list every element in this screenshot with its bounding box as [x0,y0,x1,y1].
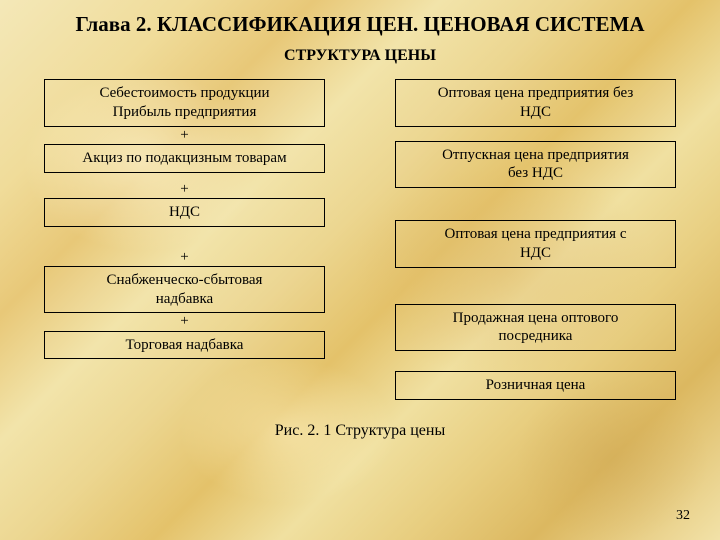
right-box-4-line1: Продажная цена оптового [402,309,669,328]
page-number: 32 [676,508,690,524]
left-box-4-line1: Снабженческо-сбытовая [51,271,318,290]
slide-title: Глава 2. КЛАССИФИКАЦИЯ ЦЕН. ЦЕНОВАЯ СИСТ… [24,12,696,37]
right-box-4-line2: посредника [402,327,669,346]
left-column: Себестоимость продукции Прибыль предприя… [44,79,325,400]
right-box-2-line1: Отпускная цена предприятия [402,146,669,165]
right-column: Оптовая цена предприятия без НДС Отпускн… [395,79,676,400]
figure-caption: Рис. 2. 1 Структура цены [24,422,696,440]
plus-2: + [44,181,325,198]
left-box-1: Себестоимость продукции Прибыль предприя… [44,79,325,127]
plus-3: + [44,249,325,266]
right-box-3-line1: Оптовая цена предприятия с [402,225,669,244]
left-box-3: НДС [44,198,325,227]
diagram-columns: Себестоимость продукции Прибыль предприя… [24,79,696,400]
left-box-1-line2: Прибыль предприятия [51,103,318,122]
plus-4: + [44,313,325,330]
right-box-4: Продажная цена оптового посредника [395,304,676,352]
right-box-3-line2: НДС [402,244,669,263]
left-box-4: Снабженческо-сбытовая надбавка [44,266,325,314]
left-box-5: Торговая надбавка [44,331,325,360]
right-box-3: Оптовая цена предприятия с НДС [395,220,676,268]
right-box-2-line2: без НДС [402,164,669,183]
left-box-1-line1: Себестоимость продукции [51,84,318,103]
slide-subtitle: СТРУКТУРА ЦЕНЫ [24,47,696,65]
plus-1: + [44,127,325,144]
left-box-4-line2: надбавка [51,290,318,309]
left-box-2: Акциз по подакцизным товарам [44,144,325,173]
right-box-1-line2: НДС [402,103,669,122]
right-box-1: Оптовая цена предприятия без НДС [395,79,676,127]
right-box-2: Отпускная цена предприятия без НДС [395,141,676,189]
right-box-5: Розничная цена [395,371,676,400]
right-box-1-line1: Оптовая цена предприятия без [402,84,669,103]
